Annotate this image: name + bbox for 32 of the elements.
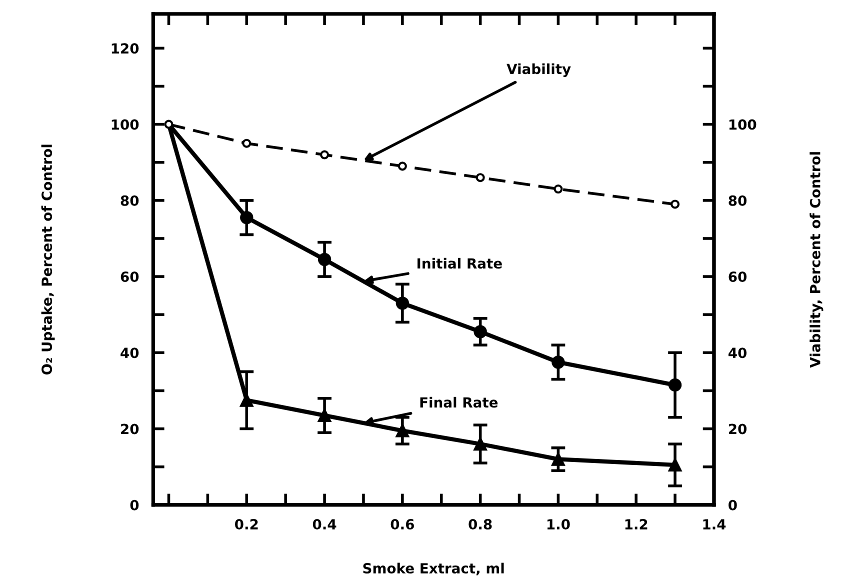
y-tick-label: 20 — [121, 424, 139, 434]
x-tick-label: 0.6 — [390, 519, 414, 530]
y-tick-label: 40 — [120, 348, 139, 358]
y2-tick-label: 60 — [728, 272, 747, 282]
point — [670, 200, 680, 209]
y2-tick-label: 0 — [728, 500, 737, 510]
x-tick-label: 0.2 — [235, 519, 258, 530]
x-tick-label: 1.0 — [547, 519, 570, 530]
y2-tick-label: 40 — [728, 348, 747, 358]
x-tick-label: 0.4 — [312, 519, 336, 530]
y2-tick-label: 20 — [728, 424, 747, 434]
x-tick-label: 1.4 — [703, 519, 726, 530]
point — [476, 173, 485, 182]
text: Initial Rate — [418, 258, 502, 269]
point — [554, 184, 563, 194]
y-tick-label: 100 — [112, 119, 139, 130]
x-tick-label: 1.2 — [625, 519, 648, 530]
x-axis-title: Smoke Extract, ml — [363, 562, 504, 576]
text: Viability — [506, 63, 571, 77]
y-tick-label: 120 — [112, 43, 139, 54]
series-label: Final Rate — [420, 396, 498, 408]
y2-tick-label: 100 — [729, 119, 756, 130]
y-tick-label: 80 — [120, 195, 139, 206]
point — [320, 150, 330, 160]
point — [242, 138, 252, 148]
y-axis-title: O₂ Uptake, Percent of Control — [41, 144, 55, 375]
y2-tick-label: 80 — [728, 195, 747, 206]
y-tick-label: 0 — [130, 500, 139, 510]
y-tick-label: 60 — [120, 272, 139, 282]
x-tick-label: 0.8 — [468, 519, 492, 530]
point — [398, 162, 407, 171]
y2-axis-title: Viability, Percent of Control — [810, 152, 824, 368]
